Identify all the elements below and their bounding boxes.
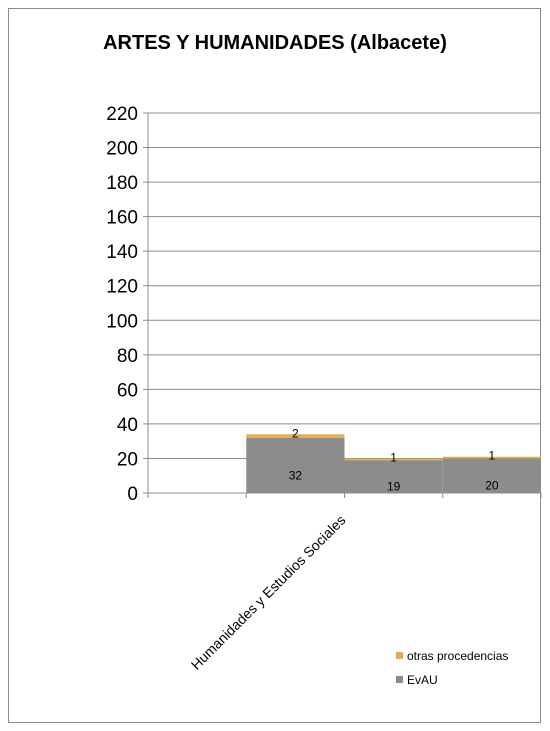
- bar-segment: [344, 458, 443, 461]
- bar-segment: [344, 460, 443, 493]
- x-category-label: Humanidades y Estudios Sociales: [188, 512, 349, 673]
- data-label: 2: [292, 426, 299, 440]
- legend-swatch: [396, 652, 403, 659]
- bars: 32 2 19 1 20 1: [246, 426, 541, 494]
- data-label: 32: [289, 468, 303, 482]
- legend-label: otras procedencias: [407, 649, 508, 663]
- chart-title: ARTES Y HUMANIDADES (Albacete): [103, 32, 447, 54]
- bar-segment: [442, 458, 541, 493]
- y-tick-label: 60: [117, 380, 138, 401]
- y-tick-label: 40: [117, 415, 138, 436]
- data-label: 1: [489, 449, 496, 463]
- data-label: 1: [390, 450, 397, 464]
- y-axis: 0 20 40 60 80 100 120 140 160 180 200 220: [106, 104, 149, 505]
- gridlines: [148, 112, 541, 459]
- y-tick-label: 80: [117, 346, 138, 367]
- y-tick-label: 140: [106, 242, 138, 263]
- legend: otras procedencias EvAU: [396, 649, 508, 687]
- y-tick-label: 160: [106, 208, 138, 229]
- x-axis: Humanidades y Estudios Sociales: [147, 492, 542, 673]
- y-tick-label: 120: [106, 277, 138, 298]
- chart-frame: [8, 8, 541, 723]
- y-tick-label: 200: [106, 139, 138, 160]
- y-tick-label: 100: [106, 311, 138, 332]
- legend-swatch: [396, 676, 403, 683]
- data-label: 20: [485, 479, 499, 493]
- y-tick-label: 20: [117, 449, 138, 470]
- legend-label: EvAU: [407, 673, 438, 687]
- bar-segment: [246, 437, 345, 493]
- data-label: 19: [387, 480, 401, 494]
- bar-segment: [442, 456, 541, 459]
- y-tick-label: 0: [127, 484, 138, 505]
- y-tick-label: 180: [106, 173, 138, 194]
- y-tick-label: 220: [106, 104, 138, 125]
- bar-segment: [246, 434, 345, 438]
